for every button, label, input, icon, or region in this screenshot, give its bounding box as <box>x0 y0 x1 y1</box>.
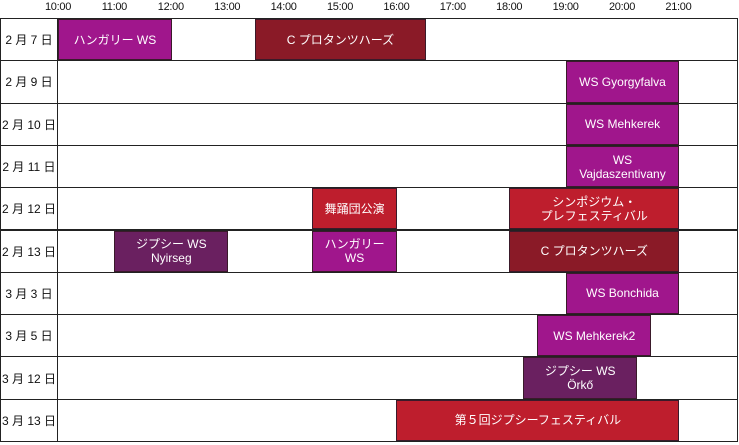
schedule-row: 3 月 3 日 WS Bonchida <box>0 271 738 316</box>
time-label: 21:00 <box>665 1 692 13</box>
event-block[interactable]: WS Vajdaszentivany <box>565 145 680 188</box>
event-block[interactable]: C プロタンツハーズ <box>509 230 680 272</box>
schedule-row: 2 月 12 日 舞踊団公演 シンポジウム・ プレフェスティバル <box>0 187 738 231</box>
time-label: 14:00 <box>270 1 297 13</box>
time-label: 11:00 <box>101 1 128 13</box>
date-label: 2 月 11 日 <box>1 145 58 188</box>
time-label: 19:00 <box>552 1 579 13</box>
schedule-row: 2 月 7 日ハンガリー WS C プロタンツハーズ <box>0 18 738 62</box>
schedule-row: 2 月 11 日 WS Vajdaszentivany <box>0 144 738 189</box>
date-label: 2 月 7 日 <box>1 19 58 61</box>
event-block[interactable]: ハンガリー WS <box>58 19 172 61</box>
time-label: 10:00 <box>44 1 72 13</box>
time-label: 20:00 <box>608 1 636 13</box>
event-block[interactable]: シンポジウム・ プレフェスティバル <box>509 188 680 230</box>
date-label: 2 月 9 日 <box>1 61 58 103</box>
date-label: 2 月 13 日 <box>1 230 58 272</box>
date-label: 3 月 13 日 <box>1 399 58 441</box>
event-block[interactable]: WS Gyorgyfalva <box>565 61 680 103</box>
event-block[interactable]: WS Mehkerek2 <box>537 315 652 357</box>
time-label: 13:00 <box>214 1 241 13</box>
date-label: 3 月 5 日 <box>1 315 58 357</box>
schedule-row: 2 月 9 日 WS Gyorgyfalva <box>0 60 738 104</box>
time-label: 15:00 <box>326 1 354 13</box>
date-label: 3 月 3 日 <box>1 272 58 315</box>
event-block[interactable]: WS Bonchida <box>565 272 680 315</box>
event-block[interactable]: C プロタンツハーズ <box>255 19 426 61</box>
date-label: 2 月 10 日 <box>1 103 58 145</box>
time-label: 17:00 <box>439 1 466 13</box>
schedule-row: 3 月 12 日 ジプシー WS Örkő <box>0 356 738 400</box>
event-block[interactable]: WS Mehkerek <box>565 103 680 145</box>
schedule-row: 3 月 5 日 WS Mehkerek2 <box>0 314 738 358</box>
time-label: 12:00 <box>157 1 184 13</box>
time-label: 16:00 <box>383 1 410 13</box>
time-label: 18:00 <box>496 1 523 13</box>
event-block[interactable]: ハンガリー WS <box>311 230 398 272</box>
event-block[interactable]: ジプシー WS Örkő <box>523 357 638 399</box>
event-block[interactable]: ジプシー WS Nyirseg <box>114 230 229 272</box>
event-block[interactable]: 舞踊団公演 <box>311 188 398 230</box>
schedule-row: 2 月 10 日 WS Mehkerek <box>0 102 738 146</box>
schedule-row: 3 月 13 日 第５回ジプシーフェスティバル <box>0 398 738 442</box>
date-label: 3 月 12 日 <box>1 357 58 399</box>
date-label: 2 月 12 日 <box>1 188 58 230</box>
schedule-row: 2 月 13 日 ジプシー WS Nyirseg ハンガリー WS C プロタンツハー… <box>0 229 738 273</box>
event-block[interactable]: 第５回ジプシーフェスティバル <box>396 399 680 441</box>
